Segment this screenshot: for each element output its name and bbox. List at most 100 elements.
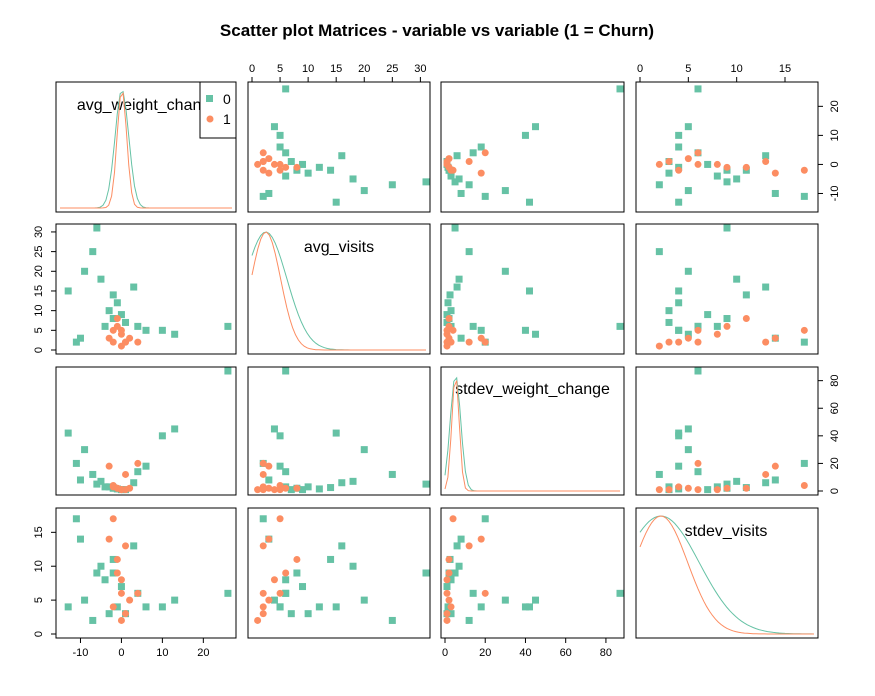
point-s0-4-r1c0 <box>89 248 97 256</box>
panel-frame-0-1 <box>247 81 431 213</box>
point-s1-3-r1c3 <box>694 338 702 346</box>
point-s1-8-r0c1 <box>265 155 273 163</box>
point-s0-17-r3c0 <box>101 576 109 584</box>
point-s0-11-r2c1 <box>338 479 346 487</box>
point-s1-8-r0c3 <box>684 155 692 163</box>
panel-frame-3-2 <box>440 507 625 639</box>
point-s0-16-r0c1 <box>299 160 307 168</box>
point-s1-8-r2c3 <box>684 484 692 492</box>
point-s1-6-r0c3 <box>675 166 683 174</box>
point-s0-13-r1c3 <box>665 307 673 315</box>
point-s1-9-r1c2 <box>445 315 453 323</box>
point-s0-11-r1c0 <box>130 283 138 291</box>
point-s0-14-r3c1 <box>293 569 301 577</box>
point-s0-19-r0c1 <box>287 158 295 166</box>
point-s0-4-r0c3 <box>655 181 663 189</box>
y-tick-label-0-0: -10 <box>829 186 841 202</box>
diag-label-avg_visits: avg_visits <box>304 239 374 256</box>
point-s0-4-r2c0 <box>89 470 97 478</box>
point-s0-0-r2c1 <box>282 367 290 375</box>
point-s0-13-r1c2 <box>447 307 455 315</box>
point-s0-17-r1c3 <box>713 322 721 330</box>
point-s1-7-r2c3 <box>655 486 663 494</box>
point-s1-5-r3c1 <box>282 569 290 577</box>
panel-frame-0-3 <box>635 81 819 213</box>
point-s0-6-r1c0 <box>93 224 101 232</box>
point-s1-11-r1c2 <box>443 326 451 334</box>
point-s0-0-r0c1 <box>282 85 290 93</box>
legend-marker-0 <box>206 95 213 102</box>
panel-frame-1-3 <box>635 223 819 355</box>
legend-box <box>199 81 237 139</box>
y-tick-label-1-1: 5 <box>33 327 45 333</box>
point-s0-6-r0c3 <box>723 178 731 186</box>
point-s0-0-r2c3 <box>694 367 702 375</box>
point-s1-4-r3c1 <box>270 576 278 584</box>
point-s1-1-r2c1 <box>259 470 267 478</box>
point-s1-11-r3c1 <box>276 589 284 597</box>
point-s0-10-r2c3 <box>694 468 702 476</box>
point-s0-6-r2c1 <box>422 480 430 488</box>
point-s1-7-r3c1 <box>254 616 262 624</box>
point-s0-11-r3c1 <box>338 542 346 550</box>
point-s0-9-r0c2 <box>477 143 485 151</box>
panel-frame-3-1 <box>247 507 431 639</box>
point-s1-0-r3c2 <box>477 535 485 543</box>
point-s0-10-r0c1 <box>282 149 290 157</box>
point-s0-14-r3c0 <box>109 569 117 577</box>
x-tick-label-2-4: 80 <box>600 647 612 659</box>
point-s0-0-r3c0 <box>224 589 232 597</box>
legend-label-0: 0 <box>223 91 231 107</box>
diag-label-stdev_weight_change: stdev_weight_change <box>455 381 610 398</box>
point-s0-18-r1c0 <box>109 291 117 299</box>
point-s0-5-r2c3 <box>771 476 779 484</box>
point-s1-10-r2c3 <box>665 486 673 494</box>
point-s0-14-r1c3 <box>723 315 731 323</box>
point-s0-5-r2c1 <box>265 476 273 484</box>
point-s0-10-r0c2 <box>469 149 477 157</box>
point-s1-3-r0c1 <box>259 149 267 157</box>
point-s0-12-r2c0 <box>97 477 105 485</box>
y-tick-label-2-4: 80 <box>829 375 841 387</box>
point-s0-7-r0c2 <box>532 123 540 131</box>
point-s0-2-r1c3 <box>684 267 692 275</box>
point-s0-0-r2c0 <box>224 367 232 375</box>
point-s0-5-r2c0 <box>76 476 84 484</box>
point-s0-1-r1c3 <box>675 287 683 295</box>
point-s0-5-r1c2 <box>457 334 465 342</box>
point-s0-7-r2c3 <box>684 425 692 433</box>
point-s0-1-r1c0 <box>64 287 72 295</box>
point-s0-2-r3c0 <box>81 596 89 604</box>
y-tick-label-3-2: 10 <box>33 560 45 572</box>
point-s0-10-r2c0 <box>134 468 142 476</box>
point-s1-2-r3c0 <box>109 515 117 523</box>
point-s0-13-r3c2 <box>447 610 455 618</box>
legend-marker-1 <box>206 115 214 123</box>
point-s0-11-r2c0 <box>130 479 138 487</box>
point-s0-8-r2c0 <box>158 432 166 440</box>
point-s1-11-r0c1 <box>276 160 284 168</box>
point-s0-8-r1c2 <box>521 326 529 334</box>
point-s0-3-r3c2 <box>481 515 489 523</box>
point-s0-4-r2c1 <box>388 470 396 478</box>
point-s1-0-r2c3 <box>771 462 779 470</box>
panel-frame-1-2 <box>440 223 625 355</box>
point-s1-6-r2c3 <box>675 483 683 491</box>
point-s0-9-r0c1 <box>276 143 284 151</box>
point-s0-3-r2c0 <box>72 459 80 467</box>
point-s1-0-r3c1 <box>265 535 273 543</box>
point-s0-6-r2c3 <box>723 480 731 488</box>
point-s1-3-r0c2 <box>481 149 489 157</box>
point-s0-13-r3c0 <box>105 610 113 618</box>
point-s0-15-r1c0 <box>113 299 121 307</box>
point-s0-18-r3c0 <box>109 555 117 563</box>
point-s1-0-r2c0 <box>105 462 113 470</box>
point-s0-19-r3c1 <box>287 610 295 618</box>
y-tick-label-1-4: 20 <box>33 265 45 277</box>
y-tick-label-1-5: 25 <box>33 245 45 257</box>
point-s0-16-r0c3 <box>704 160 712 168</box>
point-s0-12-r3c1 <box>349 562 357 570</box>
point-s0-4-r1c2 <box>465 248 473 256</box>
point-s0-3-r3c0 <box>72 515 80 523</box>
point-s0-8-r3c2 <box>521 603 529 611</box>
